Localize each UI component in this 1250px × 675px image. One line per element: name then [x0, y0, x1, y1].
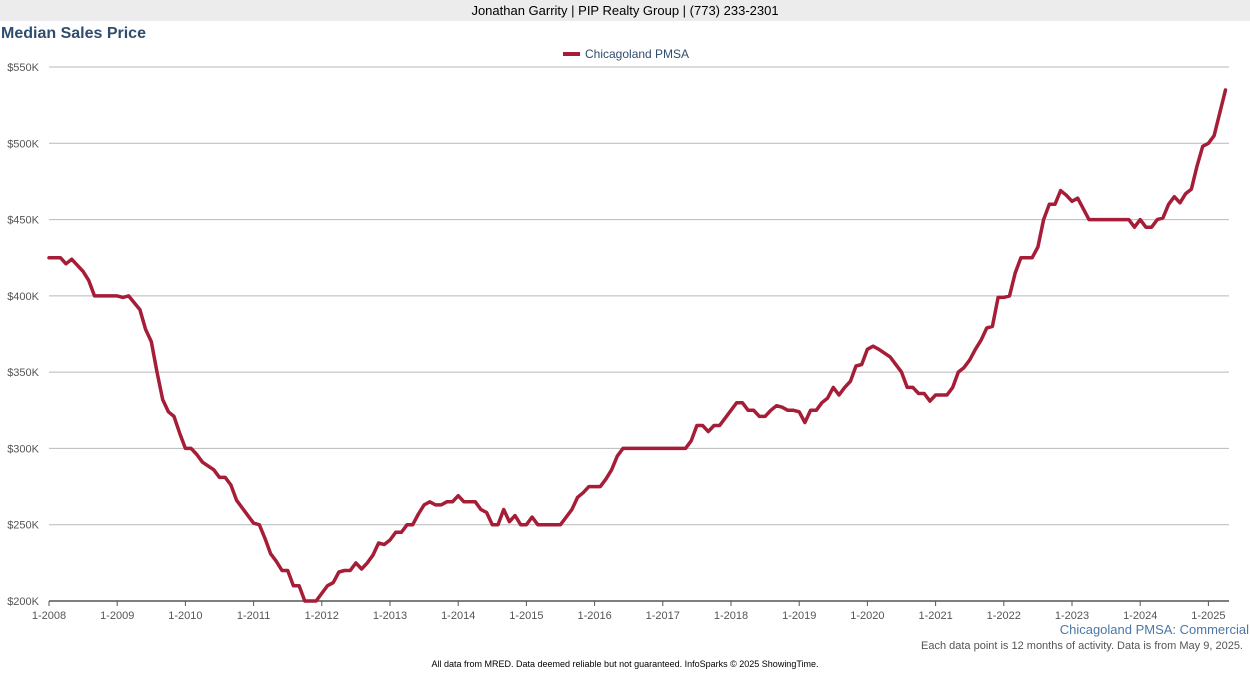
y-tick-label: $550K: [7, 62, 39, 74]
series-layer: [47, 88, 1228, 603]
x-tick-label: 1-2009: [100, 610, 134, 622]
disclaimer: All data from MRED. Data deemed reliable…: [431, 659, 819, 669]
y-tick-label: $300K: [7, 443, 39, 455]
x-tick-label: 1-2024: [1123, 610, 1157, 622]
x-tick-label: 1-2016: [577, 610, 611, 622]
x-tick-label: 1-2023: [1055, 610, 1089, 622]
x-tick-label: 1-2022: [987, 610, 1021, 622]
x-tick-label: 1-2008: [32, 610, 66, 622]
series-line[interactable]: [47, 88, 1228, 603]
x-tick-label: 1-2011: [237, 610, 270, 622]
x-tick-label: 1-2018: [714, 610, 748, 622]
y-tick-label: $500K: [7, 138, 39, 150]
data-note: Each data point is 12 months of activity…: [920, 640, 1243, 652]
chart-title: Median Sales Price: [1, 25, 146, 42]
y-tick-label: $450K: [7, 215, 39, 227]
grid-lines: [49, 66, 1229, 602]
x-tick-label: 1-2012: [305, 610, 339, 622]
agent-header-bar: Jonathan Garrity | PIP Realty Group | (7…: [0, 0, 1250, 21]
agent-line: Jonathan Garrity | PIP Realty Group | (7…: [471, 3, 779, 18]
x-tick-label: 1-2019: [782, 610, 816, 622]
x-tick-label: 1-2021: [918, 610, 952, 622]
x-tick-label: 1-2017: [646, 610, 680, 622]
y-tick-label: $200K: [7, 596, 39, 608]
x-axis-ticks: 1-2008 1-2009 1-2010 1-2011 1-2012 1-2013 1-20…: [32, 601, 1226, 622]
legend[interactable]: Chicagoland PMSA: [563, 47, 689, 61]
y-tick-label: $400K: [7, 291, 39, 303]
x-tick-label: 1-2015: [509, 610, 543, 622]
x-tick-label: 1-2010: [168, 610, 202, 622]
y-tick-label: $350K: [7, 367, 39, 379]
source-label: Chicagoland PMSA: Commercial: [1059, 622, 1249, 637]
x-tick-label: 1-2025: [1191, 610, 1225, 622]
x-tick-label: 1-2020: [850, 610, 884, 622]
x-tick-label: 1-2013: [373, 610, 407, 622]
y-axis-ticks: $200K $250K $300K $350K $400K $450K $500K $550K: [7, 62, 39, 608]
x-tick-label: 1-2014: [441, 610, 475, 622]
legend-label[interactable]: Chicagoland PMSA: [585, 47, 689, 61]
y-tick-label: $250K: [7, 520, 39, 532]
